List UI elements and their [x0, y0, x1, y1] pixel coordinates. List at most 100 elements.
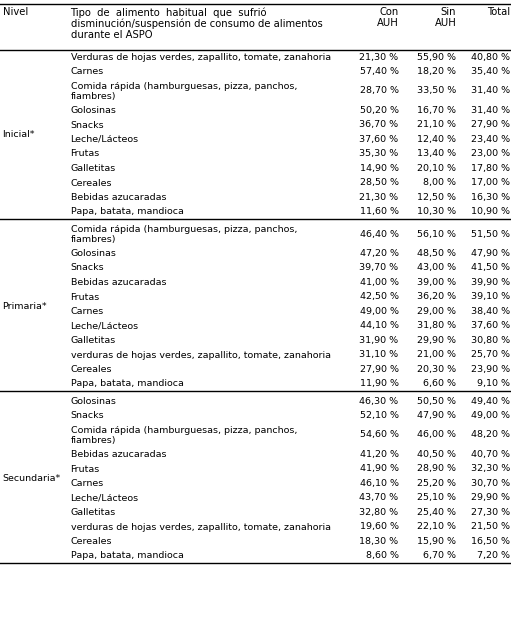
Text: 30,80 %: 30,80 %	[471, 336, 510, 345]
Text: 37,60 %: 37,60 %	[471, 321, 510, 330]
Text: Snacks: Snacks	[71, 263, 104, 273]
Text: 23,40 %: 23,40 %	[471, 135, 510, 144]
Text: 43,70 %: 43,70 %	[359, 493, 399, 502]
Text: 36,20 %: 36,20 %	[417, 292, 456, 301]
Text: 40,80 %: 40,80 %	[472, 53, 510, 62]
Text: 8,00 %: 8,00 %	[423, 178, 456, 187]
Text: verduras de hojas verdes, zapallito, tomate, zanahoria: verduras de hojas verdes, zapallito, tom…	[71, 522, 331, 531]
Text: Con
AUH: Con AUH	[377, 7, 399, 28]
Text: 13,40 %: 13,40 %	[417, 150, 456, 158]
Text: 44,10 %: 44,10 %	[360, 321, 399, 330]
Text: 31,10 %: 31,10 %	[359, 350, 399, 359]
Text: 21,50 %: 21,50 %	[472, 522, 510, 531]
Text: Comida rápida (hamburguesas, pizza, panchos,
fiambres): Comida rápida (hamburguesas, pizza, panc…	[71, 225, 297, 244]
Text: 21,10 %: 21,10 %	[417, 121, 456, 129]
Text: Tipo  de  alimento  habitual  que  sufrió
disminución/suspensión de consumo de a: Tipo de alimento habitual que sufrió dis…	[71, 7, 322, 40]
Text: 48,50 %: 48,50 %	[417, 249, 456, 258]
Text: Nivel: Nivel	[3, 7, 28, 17]
Text: 17,00 %: 17,00 %	[472, 178, 510, 187]
Text: 43,00 %: 43,00 %	[417, 263, 456, 273]
Text: 41,00 %: 41,00 %	[360, 277, 399, 287]
Text: 42,50 %: 42,50 %	[360, 292, 399, 301]
Text: 28,50 %: 28,50 %	[360, 178, 399, 187]
Text: Galletitas: Galletitas	[71, 336, 116, 345]
Text: Inicial*: Inicial*	[3, 130, 35, 139]
Text: 10,30 %: 10,30 %	[417, 207, 456, 216]
Text: 41,90 %: 41,90 %	[360, 464, 399, 473]
Text: 22,10 %: 22,10 %	[417, 522, 456, 531]
Text: 16,30 %: 16,30 %	[471, 193, 510, 201]
Text: 52,10 %: 52,10 %	[360, 411, 399, 420]
Text: 49,00 %: 49,00 %	[472, 411, 510, 420]
Text: 49,40 %: 49,40 %	[472, 397, 510, 406]
Text: 9,10 %: 9,10 %	[477, 379, 510, 388]
Text: 31,40 %: 31,40 %	[471, 106, 510, 115]
Text: 39,00 %: 39,00 %	[417, 277, 456, 287]
Text: Leche/Lácteos: Leche/Lácteos	[71, 321, 138, 331]
Text: 12,50 %: 12,50 %	[417, 193, 456, 201]
Text: 35,30 %: 35,30 %	[359, 150, 399, 158]
Text: 41,20 %: 41,20 %	[360, 450, 399, 459]
Text: 31,80 %: 31,80 %	[417, 321, 456, 330]
Text: Leche/Lácteos: Leche/Lácteos	[71, 135, 138, 144]
Text: 21,30 %: 21,30 %	[359, 53, 399, 62]
Text: 25,70 %: 25,70 %	[472, 350, 510, 359]
Text: 6,60 %: 6,60 %	[423, 379, 456, 388]
Text: 29,90 %: 29,90 %	[417, 336, 456, 345]
Text: 51,50 %: 51,50 %	[472, 229, 510, 239]
Text: 31,40 %: 31,40 %	[471, 87, 510, 96]
Text: 57,40 %: 57,40 %	[360, 67, 399, 76]
Text: 33,50 %: 33,50 %	[417, 87, 456, 96]
Text: 29,00 %: 29,00 %	[417, 307, 456, 316]
Text: 23,90 %: 23,90 %	[471, 365, 510, 374]
Text: 40,50 %: 40,50 %	[417, 450, 456, 459]
Text: 47,20 %: 47,20 %	[360, 249, 399, 258]
Text: Carnes: Carnes	[71, 307, 104, 316]
Text: 16,50 %: 16,50 %	[472, 537, 510, 546]
Text: 8,60 %: 8,60 %	[365, 551, 399, 561]
Text: Carnes: Carnes	[71, 67, 104, 77]
Text: 39,70 %: 39,70 %	[359, 263, 399, 273]
Text: 20,30 %: 20,30 %	[417, 365, 456, 374]
Text: Galletitas: Galletitas	[71, 508, 116, 517]
Text: 6,70 %: 6,70 %	[423, 551, 456, 561]
Text: 50,50 %: 50,50 %	[417, 397, 456, 406]
Text: Carnes: Carnes	[71, 479, 104, 488]
Text: 40,70 %: 40,70 %	[472, 450, 510, 459]
Text: 37,60 %: 37,60 %	[359, 135, 399, 144]
Text: 36,70 %: 36,70 %	[359, 121, 399, 129]
Text: 11,60 %: 11,60 %	[360, 207, 399, 216]
Text: 27,90 %: 27,90 %	[360, 365, 399, 374]
Text: 48,20 %: 48,20 %	[472, 431, 510, 439]
Text: 25,40 %: 25,40 %	[417, 508, 456, 517]
Text: 38,40 %: 38,40 %	[471, 307, 510, 316]
Text: Verduras de hojas verdes, zapallito, tomate, zanahoria: Verduras de hojas verdes, zapallito, tom…	[71, 53, 331, 62]
Text: 32,30 %: 32,30 %	[471, 464, 510, 473]
Text: 10,90 %: 10,90 %	[472, 207, 510, 216]
Text: Primaria*: Primaria*	[3, 302, 47, 311]
Text: 7,20 %: 7,20 %	[477, 551, 510, 561]
Text: Snacks: Snacks	[71, 121, 104, 130]
Text: 54,60 %: 54,60 %	[360, 431, 399, 439]
Text: Golosinas: Golosinas	[71, 106, 117, 115]
Text: 30,70 %: 30,70 %	[471, 479, 510, 488]
Text: 56,10 %: 56,10 %	[417, 229, 456, 239]
Text: 46,40 %: 46,40 %	[360, 229, 399, 239]
Text: 46,30 %: 46,30 %	[359, 397, 399, 406]
Text: 55,90 %: 55,90 %	[417, 53, 456, 62]
Text: Secundaria*: Secundaria*	[3, 474, 61, 483]
Text: Cereales: Cereales	[71, 179, 112, 187]
Text: Bebidas azucaradas: Bebidas azucaradas	[71, 450, 166, 459]
Text: Comida rápida (hamburguesas, pizza, panchos,
fiambres): Comida rápida (hamburguesas, pizza, panc…	[71, 82, 297, 101]
Text: 16,70 %: 16,70 %	[417, 106, 456, 115]
Text: 18,20 %: 18,20 %	[417, 67, 456, 76]
Text: 35,40 %: 35,40 %	[471, 67, 510, 76]
Text: 46,10 %: 46,10 %	[360, 479, 399, 488]
Text: 19,60 %: 19,60 %	[360, 522, 399, 531]
Text: 17,80 %: 17,80 %	[472, 164, 510, 173]
Text: Golosinas: Golosinas	[71, 397, 117, 406]
Text: Papa, batata, mandioca: Papa, batata, mandioca	[71, 551, 183, 561]
Text: 47,90 %: 47,90 %	[417, 411, 456, 420]
Text: 25,10 %: 25,10 %	[417, 493, 456, 502]
Text: Papa, batata, mandioca: Papa, batata, mandioca	[71, 379, 183, 389]
